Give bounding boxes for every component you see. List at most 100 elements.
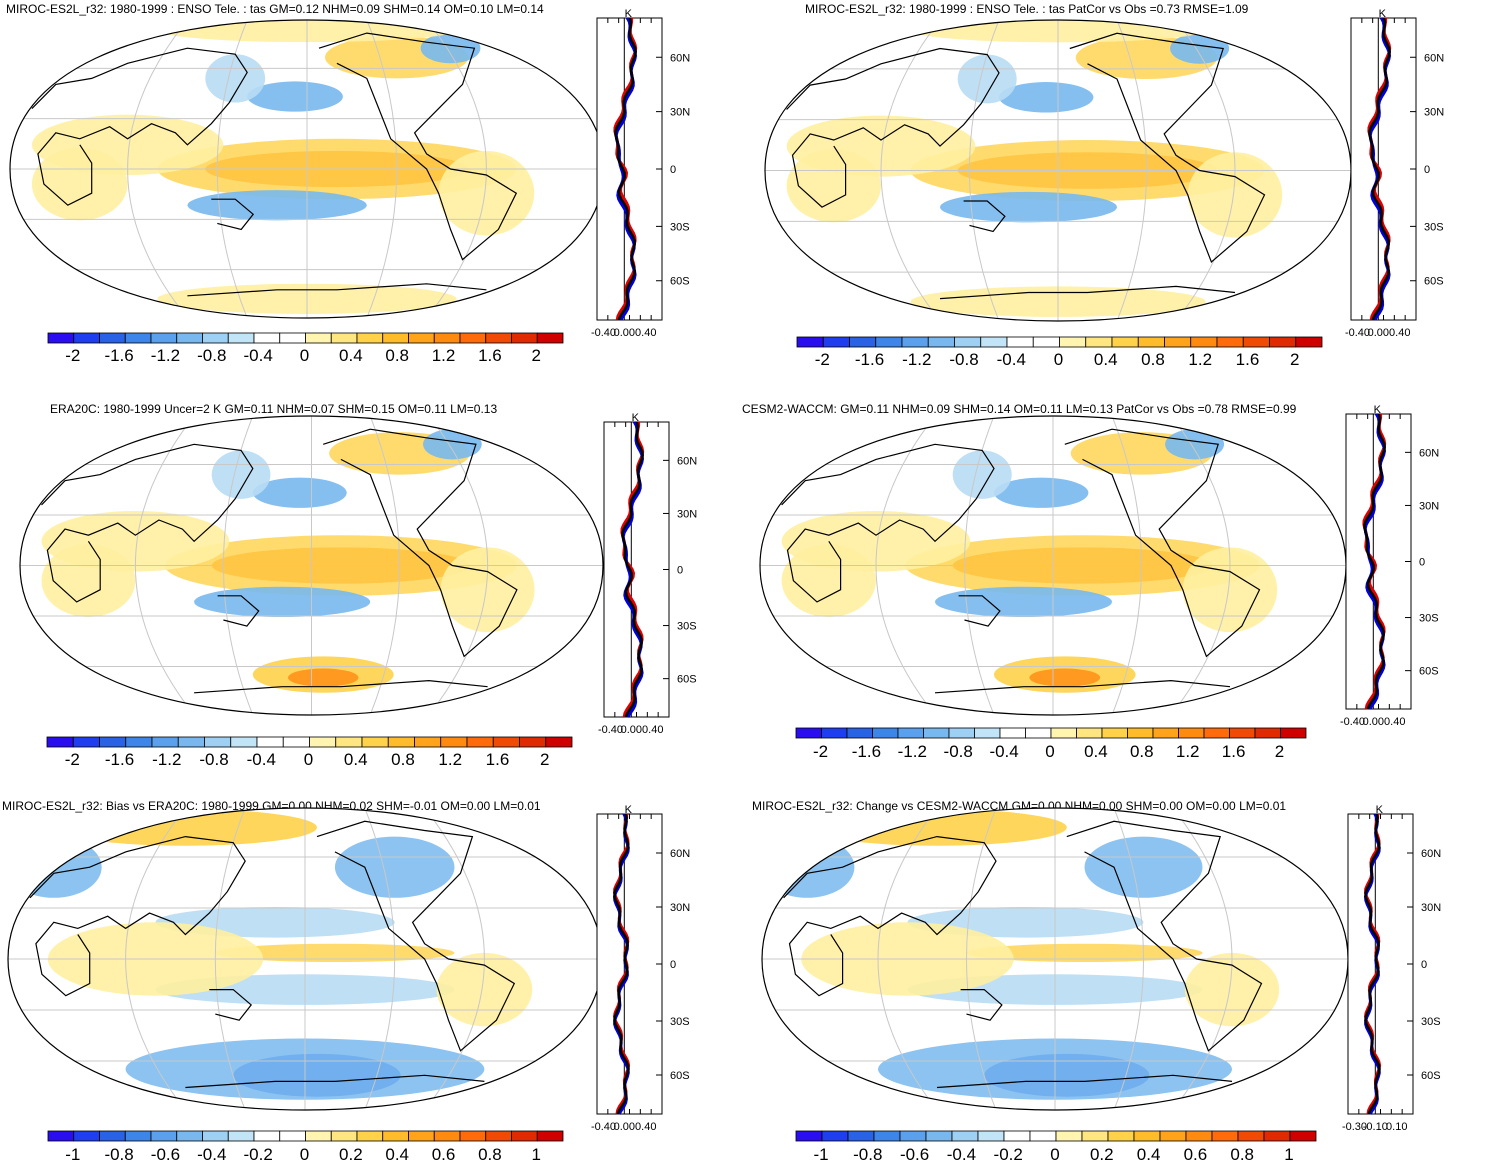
colorbar-swatch (1289, 1130, 1317, 1142)
colorbar-swatch (821, 1130, 849, 1142)
colorbar-swatch (545, 736, 573, 748)
zonal-value-label: -0.40 (591, 327, 616, 339)
colorbar-swatch (279, 1130, 306, 1142)
zonal-mean-top-right: K 60N 30N 0 30S 60S -0.400.00 0.40 (1345, 8, 1444, 339)
colorbar-tick-label: -0.8 (197, 346, 227, 365)
colorbar-swatch (176, 332, 203, 344)
colorbar-swatch (408, 1130, 435, 1142)
colorbar-swatch (72, 736, 100, 748)
colorbar-swatch (125, 736, 153, 748)
colorbar-tick-label: -1.6 (104, 750, 135, 769)
zonal-lat-label: 60S (677, 674, 697, 686)
zonal-lat-label: 30S (1424, 221, 1444, 233)
colorbar-bottom-right (795, 1130, 1317, 1142)
colorbar-tick-label: 1.2 (438, 750, 463, 769)
colorbar-swatch (1133, 1130, 1161, 1142)
colorbar-tick-label: 1.2 (1175, 742, 1200, 761)
colorbar-swatch (1229, 727, 1256, 739)
panel-title-mid-right: CESM2-WACCM: GM=0.11 NHM=0.09 SHM=0.14 O… (742, 402, 1297, 416)
colorbar-swatch (73, 1130, 100, 1142)
colorbar-mid-left (46, 736, 573, 748)
colorbar-swatch (1006, 336, 1034, 348)
colorbar-swatch (99, 1130, 126, 1142)
colorbar-tick-label: -0.4 (243, 346, 273, 365)
panel-title-top-left: MIROC-ES2L_r32: 1980-1999 : ENSO Tele. :… (6, 2, 544, 16)
colorbar-swatch (440, 736, 468, 748)
zonal-lat-label: 30S (1419, 613, 1439, 625)
zonal-lat-label: 60N (1421, 848, 1441, 860)
colorbar-swatch (492, 736, 520, 748)
colorbar-tick-label: 0.4 (1084, 742, 1108, 761)
colorbar-tick-label: 1.6 (1235, 350, 1260, 369)
zonal-mean-mid-right: K 60N 30N 0 30S 60S -0.400.00 0.40 (1340, 404, 1439, 728)
colorbar-tick-label: -0.8 (199, 750, 229, 769)
colorbar-tick-label: 0 (1053, 350, 1064, 369)
colorbar-swatch (1081, 1130, 1109, 1142)
colorbar-swatch (1029, 1130, 1057, 1142)
zonal-value-label: 0.40 (635, 327, 656, 339)
colorbar-tick-label: 2 (531, 346, 541, 365)
colorbar-tick-label: 0.2 (339, 1145, 363, 1164)
zonal-value-label: 0.40 (642, 724, 663, 736)
colorbar-tick-label: 1.6 (485, 750, 510, 769)
colorbar-swatch (796, 336, 824, 348)
colorbar-swatch (1269, 336, 1297, 348)
colorbar-swatch (1237, 1130, 1265, 1142)
colorbar-tick-label: -1 (65, 1145, 81, 1164)
colorbar-swatch (46, 736, 74, 748)
colorbar-swatch (951, 1130, 979, 1142)
colorbar-swatch (99, 332, 126, 344)
zonal-value-label: 0.40 (1384, 716, 1405, 728)
colorbar-swatch (847, 1130, 875, 1142)
colorbar-swatch (873, 1130, 901, 1142)
colorbar-tick-label: 1 (1284, 1145, 1294, 1164)
colorbar-tick-label: -0.6 (150, 1145, 181, 1164)
colorbar-swatch (177, 736, 205, 748)
colorbar-swatch (927, 336, 955, 348)
colorbar-swatch (382, 1130, 409, 1142)
colorbar-swatch (1152, 727, 1179, 739)
colorbar-swatch (408, 332, 435, 344)
zonal-lat-label: 0 (670, 164, 676, 176)
zonal-mean-mid-left: K 60N 30N 0 30S 60S -0.400.00 0.40 (598, 412, 697, 736)
zonal-value-label: 0.00 (614, 1121, 635, 1133)
colorbar-tick-label: 0.4 (343, 750, 368, 769)
zonal-value-label: -0.40 (1345, 327, 1370, 339)
colorbar-swatch (1076, 727, 1103, 739)
colorbar-tick-label: 0 (303, 750, 314, 769)
colorbar-swatch (1127, 727, 1154, 739)
colorbar-tick-label: 0.8 (391, 750, 415, 769)
zonal-lat-label: 60S (670, 276, 690, 288)
colorbar-swatch (176, 1130, 203, 1142)
colorbar-swatch (1032, 336, 1060, 348)
zonal-lat-label: 0 (677, 565, 683, 577)
colorbar-swatch (1295, 336, 1323, 348)
colorbar-tick-label: 0.6 (431, 1145, 456, 1164)
colorbar-tick-label: 0.4 (1136, 1145, 1161, 1164)
panel-title-top-right: MIROC-ES2L_r32: 1980-1999 : ENSO Tele. :… (805, 2, 1249, 16)
colorbar-tick-label: 0 (1045, 742, 1055, 761)
colorbar-swatch (309, 736, 337, 748)
colorbar-swatch (305, 1130, 332, 1142)
zonal-mean-bottom-right: K 60N 30N 0 30S 60S -0.30-0.100.10 (1342, 804, 1441, 1133)
colorbar-tick-label: 1.6 (1221, 742, 1246, 761)
colorbar-swatch (433, 332, 461, 344)
zonal-lat-label: 0 (670, 959, 676, 971)
colorbar-swatch (1280, 727, 1307, 739)
colorbar-swatch (279, 332, 306, 344)
colorbar-tick-label: -0.4 (246, 750, 276, 769)
colorbar-swatch (899, 1130, 927, 1142)
colorbar-swatch (1111, 336, 1139, 348)
colorbar-swatch (485, 1130, 512, 1142)
zonal-value-label: -0.40 (1340, 716, 1365, 728)
colorbar-swatch (1059, 336, 1087, 348)
colorbar-tick-label: -0.8 (853, 1145, 883, 1164)
colorbar-swatch (382, 332, 409, 344)
colorbar-tick-label: 0.2 (1089, 1145, 1114, 1164)
colorbar-swatch (47, 332, 75, 344)
panel-title-mid-left: ERA20C: 1980-1999 Uncer=2 K GM=0.11 NHM=… (50, 402, 498, 416)
colorbar-swatch (901, 336, 929, 348)
colorbar-mid-right (795, 727, 1307, 739)
colorbar-tick-label: -1.6 (104, 346, 134, 365)
zonal-lat-label: 0 (1424, 164, 1430, 176)
